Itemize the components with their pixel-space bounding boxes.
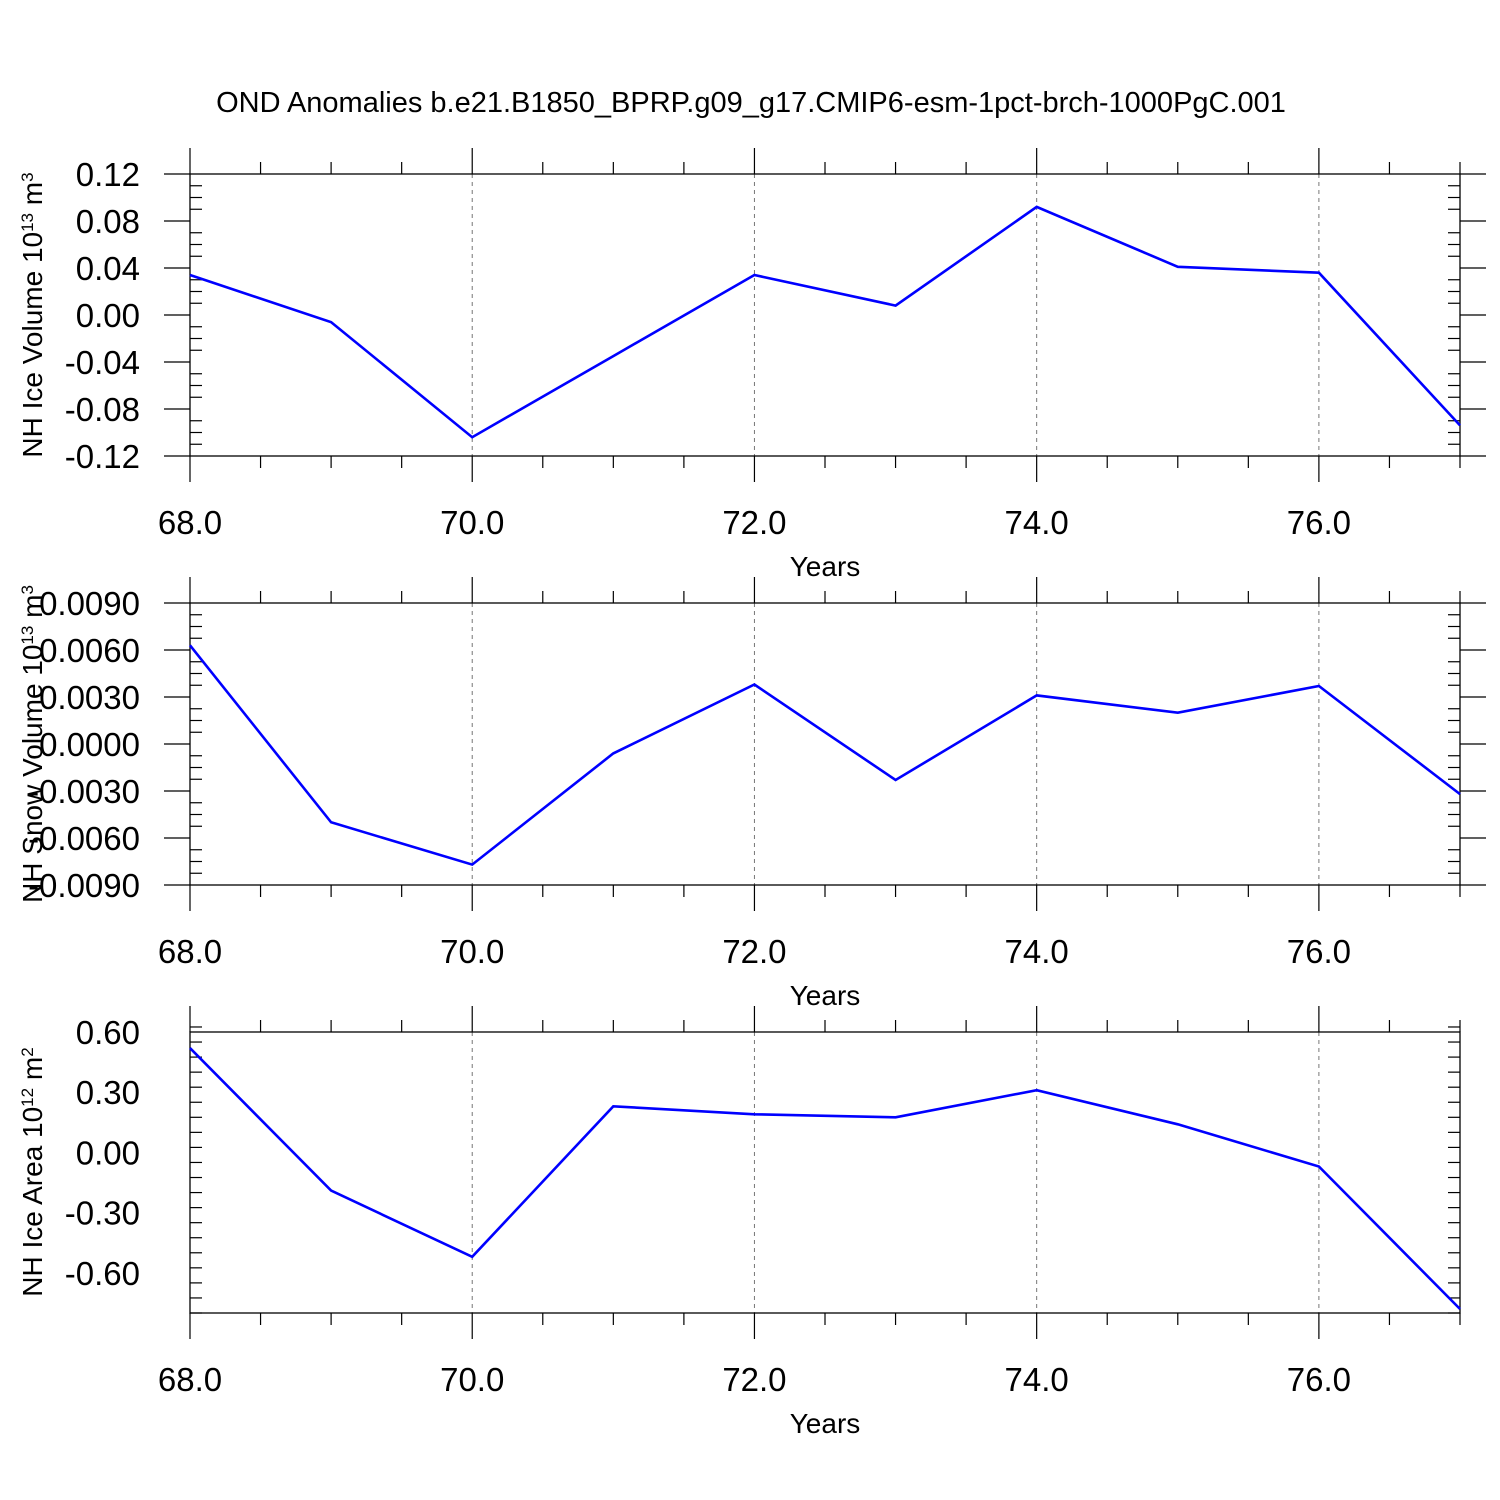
y-tick-label: 0.00 — [76, 1134, 140, 1171]
y-tick-label: 0.12 — [76, 156, 140, 193]
x-tick-label: 76.0 — [1287, 933, 1351, 970]
data-line — [188, 644, 1461, 867]
chart-panel-3: 68.0 70.0 72.0 74.0 76.0 -0.60 -0.30 0.00 0.30 0.… — [17, 1006, 1461, 1439]
y-axis-title: NH Snow Volume 1013 m3 — [17, 585, 48, 903]
y-tick-label: -0.0090 — [28, 867, 140, 904]
x-tick-label: 74.0 — [1005, 1361, 1069, 1398]
panels: 68.0 70.0 72.0 74.0 76.0-0.12-0.08-0.040.000… — [17, 148, 1486, 1439]
y-tick-label: 0.30 — [76, 1074, 140, 1111]
plot-frame — [189, 173, 1461, 457]
x-tick-label: 76.0 — [1287, 1361, 1351, 1398]
x-tick-label: 70.0 — [440, 504, 504, 541]
x-axis-title: Years — [790, 980, 861, 1011]
y-tick-label: 0.0060 — [39, 632, 140, 669]
y-tick-label: -0.0030 — [28, 773, 140, 810]
x-tick-label: 70.0 — [440, 1361, 504, 1398]
y-tick-label: 0.00 — [76, 297, 140, 334]
x-axis-title: Years — [790, 1408, 861, 1439]
data-line — [189, 205, 1461, 439]
y-axis-title: NH Ice Volume 1013 m3 — [17, 172, 48, 457]
data-line — [189, 1047, 1461, 1310]
x-tick-label: 72.0 — [722, 933, 786, 970]
y-tick-label: 0.0000 — [39, 726, 140, 763]
x-tick-label: 70.0 — [440, 933, 504, 970]
y-tick-label: -0.04 — [65, 344, 140, 381]
x-tick-label: 74.0 — [1005, 933, 1069, 970]
y-tick-label: 0.04 — [76, 250, 140, 287]
figure-title: OND Anomalies b.e21.B1850_BPRP.g09_g17.C… — [216, 87, 1286, 119]
y-tick-label: -0.30 — [65, 1195, 140, 1232]
chart-panel-1: 68.0 70.0 72.0 74.0 76.0 -0.12 -0.08 -0.04 0.00 0… — [17, 148, 1486, 582]
x-tick-label: 68.0 — [158, 933, 222, 970]
x-tick-label: 72.0 — [722, 504, 786, 541]
chart-panel-2: 68.0 70.0 72.0 74.0 76.0 -0.0090 -0.0060 -0.003… — [17, 577, 1486, 1011]
x-tick-label: 76.0 — [1287, 504, 1351, 541]
y-tick-label: -0.08 — [65, 391, 140, 428]
y-tick-label: -0.0060 — [28, 820, 140, 857]
y-tick-label: 0.60 — [76, 1014, 140, 1051]
y-tick-label: -0.60 — [65, 1255, 140, 1292]
plot-frame — [189, 1031, 1461, 1314]
y-tick-label: 0.0030 — [39, 679, 140, 716]
x-tick-label: 68.0 — [158, 504, 222, 541]
y-tick-label: -0.12 — [65, 438, 140, 475]
y-tick-label: 0.08 — [76, 203, 140, 240]
x-tick-label: 72.0 — [722, 1361, 786, 1398]
plot-frame — [189, 602, 1461, 886]
x-tick-label: 74.0 — [1005, 504, 1069, 541]
y-axis-title: NH Ice Area 1012 m2 — [17, 1047, 48, 1296]
y-tick-label: 0.0090 — [39, 585, 140, 622]
x-axis-title: Years — [790, 551, 861, 582]
x-tick-label: 68.0 — [158, 1361, 222, 1398]
